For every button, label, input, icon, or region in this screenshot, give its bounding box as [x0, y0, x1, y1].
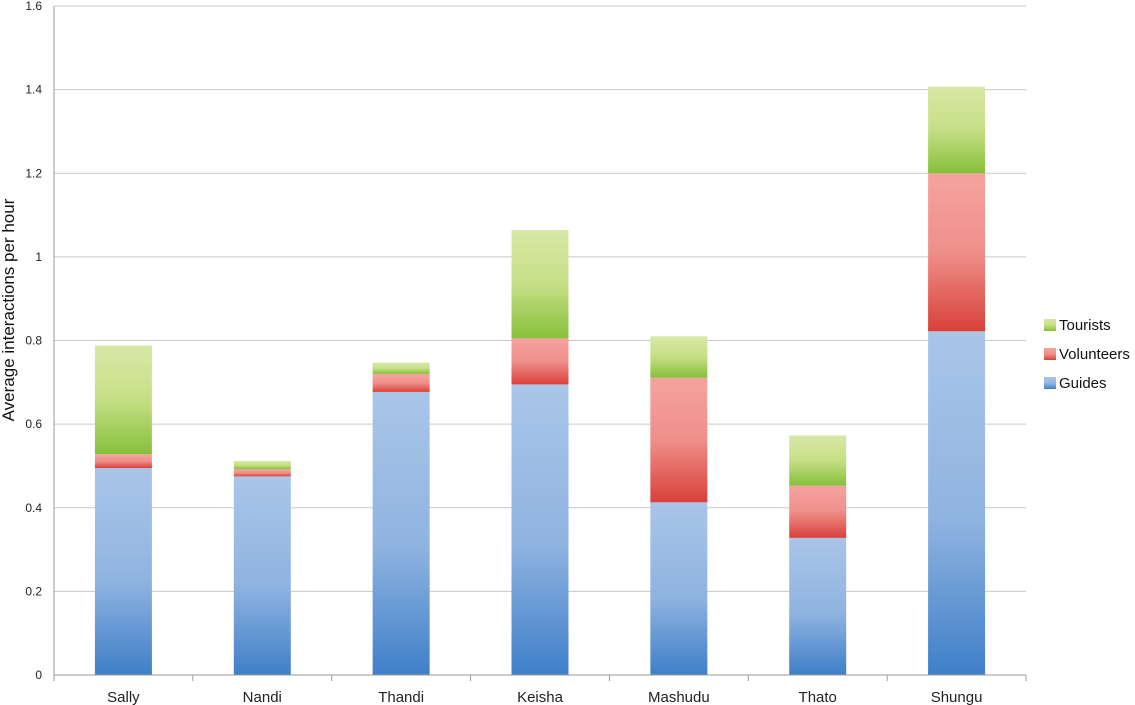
- y-tick-label: 1: [35, 250, 42, 264]
- bars: [94, 86, 986, 675]
- legend-swatch-guides: [1044, 377, 1056, 389]
- x-tick-label: Shungu: [931, 689, 983, 705]
- bar-guides-mashudu: [650, 502, 708, 675]
- x-tick-label: Thato: [799, 689, 837, 705]
- y-tick-label: 0.6: [25, 417, 42, 431]
- bar-guides-sally: [94, 468, 152, 675]
- axes: [53, 6, 1027, 681]
- x-tick-label: Keisha: [517, 689, 564, 705]
- bar-volunteers-nandi: [233, 469, 291, 477]
- bar-guides-nandi: [233, 476, 291, 675]
- legend-label-tourists: Tourists: [1059, 317, 1111, 334]
- bar-tourists-nandi: [233, 460, 291, 470]
- bar-tourists-keisha: [511, 230, 569, 339]
- y-tick-label: 0.8: [25, 334, 42, 348]
- bar-guides-thato: [789, 537, 847, 675]
- x-tick-label: Nandi: [243, 689, 282, 705]
- bar-guides-shungu: [928, 331, 986, 675]
- x-tick-labels: Sally Nandi Thandi Keisha Mashudu Thato Shungu: [107, 689, 982, 705]
- bar-tourists-thato: [789, 435, 847, 486]
- bar-volunteers-keisha: [511, 338, 569, 385]
- bar-volunteers-thato: [789, 485, 847, 538]
- y-tick-label: 0.2: [25, 584, 42, 598]
- y-tick-label: 1.2: [25, 166, 42, 180]
- legend-label-guides: Guides: [1059, 375, 1107, 392]
- bar-volunteers-sally: [94, 454, 152, 469]
- y-tick-labels: 0 0.2 0.4 0.6 0.8 1 1.2 1.4 1.6: [25, 0, 42, 682]
- y-tick-label: 1.6: [25, 0, 42, 13]
- legend-swatch-tourists: [1044, 319, 1056, 331]
- y-axis-title: Average interactions per hour: [0, 198, 18, 421]
- bar-tourists-shungu: [928, 86, 986, 174]
- bar-tourists-thandi: [372, 362, 430, 374]
- legend-swatch-volunteers: [1044, 348, 1056, 360]
- bar-volunteers-shungu: [928, 173, 986, 332]
- bar-tourists-sally: [94, 345, 152, 455]
- y-tick-label: 0: [35, 668, 42, 682]
- bar-guides-keisha: [511, 384, 569, 675]
- x-tick-label: Thandi: [378, 689, 424, 705]
- legend-label-volunteers: Volunteers: [1059, 346, 1130, 363]
- y-tick-label: 0.4: [25, 501, 42, 515]
- bar-guides-thandi: [372, 391, 430, 675]
- x-tick-label: Sally: [107, 689, 140, 705]
- x-tick-label: Mashudu: [648, 689, 710, 705]
- bar-volunteers-mashudu: [650, 377, 708, 503]
- legend: Tourists Volunteers Guides: [1044, 317, 1130, 392]
- bar-tourists-mashudu: [650, 336, 708, 378]
- y-tick-label: 1.4: [25, 83, 42, 97]
- bar-volunteers-thandi: [372, 373, 430, 392]
